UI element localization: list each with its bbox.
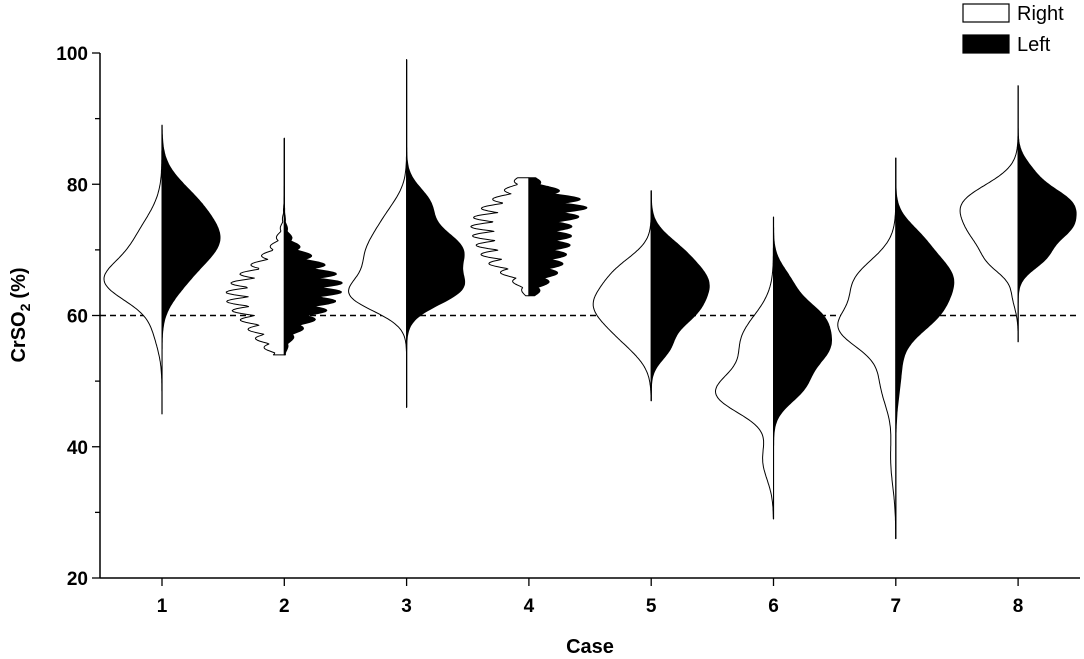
x-tick-label: 3 (401, 596, 412, 617)
x-tick-label: 6 (768, 596, 779, 617)
x-tick-label: 1 (157, 596, 168, 617)
legend-label-right: Right (1017, 3, 1064, 25)
y-axis-title-main: CrSO (8, 311, 30, 362)
violin-half-left-case-1 (161, 124, 221, 415)
violin-half-left-case-5 (650, 190, 710, 402)
violin-half-left-case-2 (283, 137, 343, 356)
x-tick-label: 8 (1013, 596, 1024, 617)
y-axis-title-unit: (%) (8, 267, 30, 298)
violin-half-left-case-6 (773, 216, 832, 520)
y-axis-title-subscript: 2 (17, 303, 33, 311)
violins (103, 59, 1077, 540)
legend: Right Left (962, 3, 1064, 56)
y-tick-label: 60 (67, 307, 88, 328)
x-tick-label: 4 (524, 596, 535, 617)
violin-half-right-case-1 (103, 124, 163, 415)
legend-swatch-left (962, 34, 1010, 54)
y-ticks: 20 40 60 80 100 (56, 44, 100, 590)
violin-half-right-case-4 (470, 177, 530, 297)
y-tick-label: 20 (67, 569, 88, 590)
x-ticks: 1 2 3 4 5 6 7 8 (157, 578, 1024, 617)
legend-label-left: Left (1017, 34, 1051, 56)
y-tick-label: 100 (56, 44, 88, 65)
x-tick-label: 5 (646, 596, 657, 617)
violin-half-left-case-4 (528, 177, 588, 297)
violin-half-left-case-7 (895, 157, 955, 540)
violin-half-right-case-3 (348, 59, 408, 408)
y-tick-label: 40 (67, 438, 88, 459)
violin-half-right-case-8 (959, 85, 1019, 343)
x-tick-label: 2 (279, 596, 290, 617)
violin-half-right-case-5 (592, 190, 652, 402)
x-tick-label: 7 (891, 596, 902, 617)
violin-half-right-case-7 (837, 157, 897, 540)
y-tick-label: 80 (67, 175, 88, 196)
y-axis-title: CrSO2 (%) (8, 267, 33, 362)
violin-half-left-case-8 (1017, 85, 1077, 343)
violin-half-right-case-6 (715, 216, 774, 520)
x-axis-title: Case (566, 636, 614, 658)
violin-half-right-case-2 (225, 137, 285, 356)
legend-swatch-right (962, 3, 1010, 23)
violin-half-left-case-3 (406, 59, 466, 408)
